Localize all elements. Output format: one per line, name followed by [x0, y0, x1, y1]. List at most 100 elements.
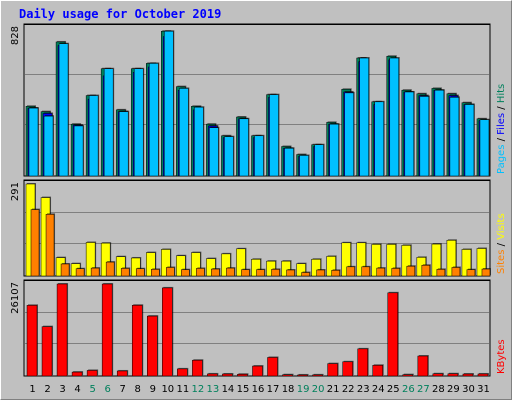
pages-bar — [28, 107, 39, 177]
kbytes-bar — [357, 348, 368, 377]
sites-bar — [226, 267, 235, 277]
sites-bar — [211, 268, 220, 277]
sites-bar — [181, 269, 190, 277]
legend-entry: Pages — [496, 145, 507, 174]
pages-bar — [269, 94, 279, 177]
kbytes-bar — [237, 373, 248, 377]
pages-bar — [284, 148, 294, 177]
sites-bar — [75, 268, 85, 277]
x-tick-label: 28 — [432, 384, 445, 395]
x-tick-label: 31 — [477, 384, 490, 395]
kbytes-bar — [86, 370, 98, 377]
x-tick-label: 22 — [342, 384, 355, 395]
x-tick-label: 27 — [417, 384, 430, 395]
kbytes-bar — [297, 374, 308, 377]
kbytes-bar — [282, 374, 293, 377]
legend-entry: KBytes — [496, 339, 507, 374]
legend-entry: Sites — [496, 250, 507, 274]
pages-bar — [464, 104, 475, 177]
legend-entry: Visits — [496, 213, 507, 240]
sites-bar — [286, 269, 295, 277]
kbytes-bar — [402, 374, 414, 377]
pages-bar — [209, 127, 219, 177]
kbytes-bar — [41, 326, 53, 377]
sites-bar — [316, 269, 325, 277]
pages-bar — [404, 91, 415, 177]
x-tick-label: 26 — [402, 384, 415, 395]
legend-entry: / — [496, 135, 507, 145]
sites-bar — [151, 269, 160, 277]
pages-bar — [389, 57, 400, 177]
x-tick-label: 16 — [252, 384, 265, 395]
visits-bar — [401, 245, 412, 277]
kbytes-bar — [342, 361, 353, 377]
kbytes-bar-shadow — [313, 373, 324, 375]
sites-bar — [241, 269, 250, 277]
x-tick-label: 13 — [207, 384, 220, 395]
pages-bar — [314, 144, 324, 177]
panel-2-max-label: 291 — [10, 182, 21, 201]
visits-bar — [326, 256, 336, 277]
pages-bar — [479, 119, 490, 177]
x-tick-label: 1 — [29, 384, 35, 395]
legend-2: Sites / Visits — [496, 213, 507, 274]
visits-bar — [161, 249, 171, 277]
sites-bar — [256, 269, 265, 277]
sites-bar — [45, 214, 55, 277]
x-tick-label: 7 — [120, 384, 126, 395]
kbytes-bar-shadow — [283, 373, 294, 375]
pages-bar — [88, 95, 99, 177]
x-tick-label: 12 — [192, 384, 205, 395]
pages-bar — [434, 89, 445, 177]
kbytes-bar — [222, 373, 233, 377]
sites-bar — [196, 268, 205, 277]
pages-bar — [344, 92, 354, 177]
sites-bar — [135, 268, 145, 277]
pages-bar — [118, 111, 129, 177]
pages-bar — [329, 123, 339, 177]
kbytes-bar — [252, 365, 263, 377]
x-tick-label: 20 — [312, 384, 325, 395]
x-tick-label: 6 — [104, 384, 110, 395]
kbytes-bar — [477, 373, 489, 377]
kbytes-bar — [207, 373, 218, 377]
x-tick-label: 14 — [222, 384, 235, 395]
kbytes-bar — [147, 315, 158, 377]
kbytes-bar — [26, 305, 38, 377]
x-tick-label: 11 — [176, 384, 189, 395]
panel-3-max-label: 26107 — [10, 282, 21, 314]
pages-bar — [299, 155, 309, 177]
kbytes-bar-shadow — [298, 373, 309, 375]
legend-entry: / — [496, 240, 507, 250]
x-tick-label: 9 — [150, 384, 156, 395]
kbytes-bar — [162, 287, 173, 377]
x-tick-label: 29 — [447, 384, 460, 395]
kbytes-bar — [101, 283, 113, 377]
kbytes-bar — [71, 371, 83, 377]
sites-bar — [481, 268, 491, 277]
sites-bar — [436, 269, 446, 277]
x-tick-label: 2 — [44, 384, 50, 395]
visits-bar — [236, 248, 246, 277]
kbytes-bar — [131, 304, 143, 377]
visits-bar — [461, 249, 472, 277]
kbytes-bar — [387, 292, 399, 377]
sites-bar — [105, 261, 115, 277]
x-tick-label: 19 — [297, 384, 310, 395]
x-tick-label: 18 — [282, 384, 295, 395]
kbytes-bar — [192, 359, 203, 377]
x-tick-label: 30 — [462, 384, 475, 395]
sites-bar — [391, 268, 401, 277]
legend-1: Pages / Files / Hits — [496, 84, 507, 174]
pages-bar — [224, 136, 234, 177]
visits-bar — [176, 255, 186, 277]
x-tick-label: 15 — [237, 384, 250, 395]
sites-bar — [406, 265, 416, 277]
sites-bar — [376, 267, 385, 277]
sites-bar — [301, 272, 310, 277]
x-tick-label: 21 — [327, 384, 340, 395]
visits-bar — [100, 242, 111, 277]
visits-bar — [221, 253, 231, 277]
visits-bar — [206, 258, 216, 277]
kbytes-bar — [56, 283, 68, 377]
